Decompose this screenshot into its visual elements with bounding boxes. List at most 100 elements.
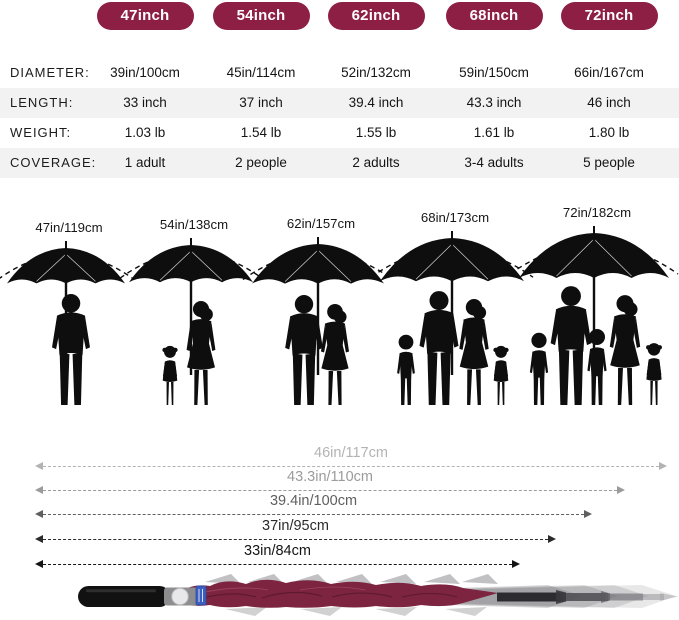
canopy-highlight — [204, 586, 366, 593]
person-woman-silhouette — [609, 295, 641, 405]
spec-row: DIAMETER: 39in/100cm 45in/114cm 52in/132cm 5… — [0, 58, 679, 88]
push-button — [171, 587, 189, 606]
person-girl-silhouette — [646, 343, 662, 405]
rib-line — [593, 238, 632, 277]
umbrella-size-label: 47in/119cm — [35, 220, 102, 235]
spec-value: 43.3 inch — [466, 95, 522, 110]
size-badge: 62inch — [327, 2, 425, 30]
person-boy-silhouette — [529, 332, 549, 405]
arrow-head-right — [512, 560, 520, 569]
closed-umbrella-photo — [78, 574, 678, 616]
ghost-rib-tip — [300, 607, 342, 616]
shaft-segment-ghost — [605, 593, 643, 601]
arrow-head-right — [659, 462, 667, 471]
spec-value: 1.54 lb — [240, 125, 282, 140]
ghost-rib-tip — [336, 574, 372, 584]
spec-row-label: WEIGHT: — [10, 125, 72, 140]
measurement-line — [38, 564, 517, 565]
rib-line — [317, 249, 352, 282]
person-man-silhouette — [285, 295, 323, 405]
size-badge: 72inch — [560, 2, 658, 30]
arrow-head-right — [584, 510, 592, 519]
size-badge: 54inch — [212, 2, 310, 30]
rib-line — [556, 238, 595, 277]
size-badge: 47inch — [96, 2, 194, 30]
measurement-label: 39.4in/100cm — [269, 493, 358, 509]
measurement-line — [38, 466, 664, 467]
spec-value: 45in/114cm — [226, 65, 296, 80]
umbrella-figure: 62in/157cm — [242, 216, 394, 405]
canopy-fold-lines — [199, 591, 458, 600]
umbrella-size-label: 72in/182cm — [563, 205, 631, 220]
person-woman-silhouette — [320, 303, 350, 405]
arrow-head-left — [35, 510, 43, 519]
ghost-rib-tip — [424, 574, 460, 584]
spec-value: 1.80 lb — [588, 125, 630, 140]
person-girl-silhouette — [162, 345, 178, 405]
measurement-label: 33in/84cm — [244, 543, 311, 559]
spec-row-label: LENGTH: — [10, 95, 74, 110]
spec-value: 46 inch — [587, 95, 631, 110]
rib-line — [451, 243, 489, 280]
spec-value: 39.4 inch — [348, 95, 404, 110]
rib-line — [415, 243, 453, 280]
spec-value: 37 inch — [239, 95, 283, 110]
spec-value: 2 people — [235, 155, 287, 170]
measurement-label: 37in/95cm — [262, 518, 329, 534]
spec-row: COVERAGE: 1 adult 2 people 2 adults 3-4 adul… — [0, 148, 679, 178]
person-girl-silhouette — [493, 345, 509, 405]
spec-value: 2 adults — [352, 155, 400, 170]
ghost-rib-tip — [375, 607, 417, 616]
spec-value: 1.03 lb — [124, 125, 166, 140]
size-badge: 68inch — [445, 2, 543, 30]
rib-line — [284, 249, 319, 282]
umbrella-figure: 54in/138cm — [119, 217, 263, 405]
umbrella-figure: 47in/119cm — [0, 220, 135, 405]
measurement-label: 43.3in/110cm — [287, 469, 373, 485]
ghost-rib-tip — [225, 607, 267, 616]
person-boy-silhouette — [397, 334, 415, 405]
ghost-rib-tip — [462, 574, 498, 584]
spec-value: 1.55 lb — [355, 125, 397, 140]
spec-row: WEIGHT: 1.03 lb 1.54 lb 1.55 lb 1.61 lb 1.80 … — [0, 118, 679, 148]
spec-value: 1.61 lb — [473, 125, 515, 140]
umbrella-size-label: 62in/157cm — [287, 216, 355, 231]
umbrella-size-label: 54in/138cm — [160, 217, 228, 232]
person-man-silhouette — [419, 291, 459, 405]
person-man-silhouette — [52, 294, 90, 405]
spec-value: 3-4 adults — [464, 155, 524, 170]
handle-highlight — [86, 589, 156, 593]
shaft-joint — [601, 591, 610, 603]
arrow-head-left — [35, 486, 43, 495]
arrow-head-left — [35, 535, 43, 544]
spec-value: 33 inch — [123, 95, 167, 110]
arrow-head-right — [617, 486, 625, 495]
rib-line — [159, 250, 192, 281]
rib-line — [190, 250, 223, 281]
folded-canopy — [178, 579, 498, 608]
diameter-arc — [242, 252, 394, 281]
arrow-head-left — [35, 560, 43, 569]
spec-value: 1 adult — [124, 155, 166, 170]
measurement-line — [38, 539, 553, 540]
spec-value: 5 people — [583, 155, 635, 170]
brand-tag — [195, 585, 207, 606]
rib-line — [36, 253, 67, 282]
shaft-segment-ghost — [640, 594, 664, 600]
brand-tag-text-marks — [198, 589, 203, 602]
measurement-line — [38, 514, 589, 515]
shaft-joint — [556, 590, 566, 604]
spec-row: LENGTH: 33 inch 37 inch 39.4 inch 43.3 inch 4… — [0, 88, 679, 118]
person-boy-silhouette — [587, 329, 607, 405]
shaft-segment — [497, 592, 563, 602]
measurement-line — [38, 490, 622, 491]
spec-row-label: DIAMETER: — [10, 65, 90, 80]
ghost-rib-tip — [380, 574, 416, 584]
measurement-label: 46in/117cm — [314, 445, 388, 461]
person-woman-silhouette — [186, 301, 216, 405]
diameter-arc — [370, 247, 534, 278]
arrow-head-right — [548, 535, 556, 544]
umbrella-tip-ghost — [660, 593, 678, 601]
umbrella-figure: 68in/173cm — [370, 210, 534, 405]
